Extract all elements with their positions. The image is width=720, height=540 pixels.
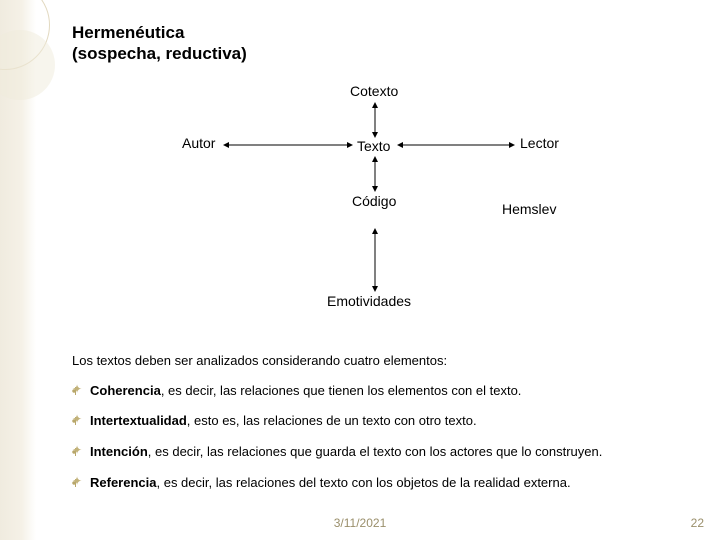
slide-content: Hermenéutica (sospecha, reductiva) Cotex… [0,0,720,509]
bullet-icon: ✦ [72,474,82,490]
diagram-node-emotividades: Emotividades [327,293,411,309]
title-line1: Hermenéutica [72,23,184,42]
bullet-rest: , es decir, las relaciones que tienen lo… [161,383,522,398]
bullet-item: ✦ Intención, es decir, las relaciones que… [72,437,680,468]
title-line2: (sospecha, reductiva) [72,44,247,63]
bullet-term: Intención [90,444,148,459]
bullet-icon: ✦ [72,382,82,398]
bullet-rest: , esto es, las relaciones de un texto co… [187,413,477,428]
diagram-node-texto: Texto [357,138,390,154]
bullet-item: ✦ Coherencia, es decir, las relaciones qu… [72,376,680,407]
diagram-node-codigo: Código [352,193,396,209]
slide-title: Hermenéutica (sospecha, reductiva) [72,22,680,65]
bullet-icon: ✦ [72,412,82,428]
diagram-node-hemslev: Hemslev [502,201,556,217]
bullet-item: ✦ Intertextualidad, esto es, las relacion… [72,406,680,437]
page-number: 22 [691,516,704,530]
bullet-term: Intertextualidad [90,413,187,428]
hermeneutic-diagram: Cotexto Autor Texto Lector Código Hemslev Emot… [72,83,680,343]
bullet-list: ✦Coherencia, es decir, las relaciones qu… [72,376,680,500]
bullet-rest: , es decir, las relaciones del texto con… [156,475,570,490]
bullet-rest: , es decir, las relaciones que guarda el… [148,444,603,459]
intro-paragraph: Los textos deben ser analizados consider… [72,353,680,368]
bullet-term: Referencia [90,475,156,490]
bullet-icon: ✦ [72,443,82,459]
diagram-node-autor: Autor [182,135,215,151]
diagram-node-lector: Lector [520,135,559,151]
bullet-term: Coherencia [90,383,161,398]
diagram-node-cotexto: Cotexto [350,83,398,99]
bullet-item: ✦ Referencia, es decir, las relaciones de… [72,468,680,499]
footer-date: 3/11/2021 [0,516,720,530]
